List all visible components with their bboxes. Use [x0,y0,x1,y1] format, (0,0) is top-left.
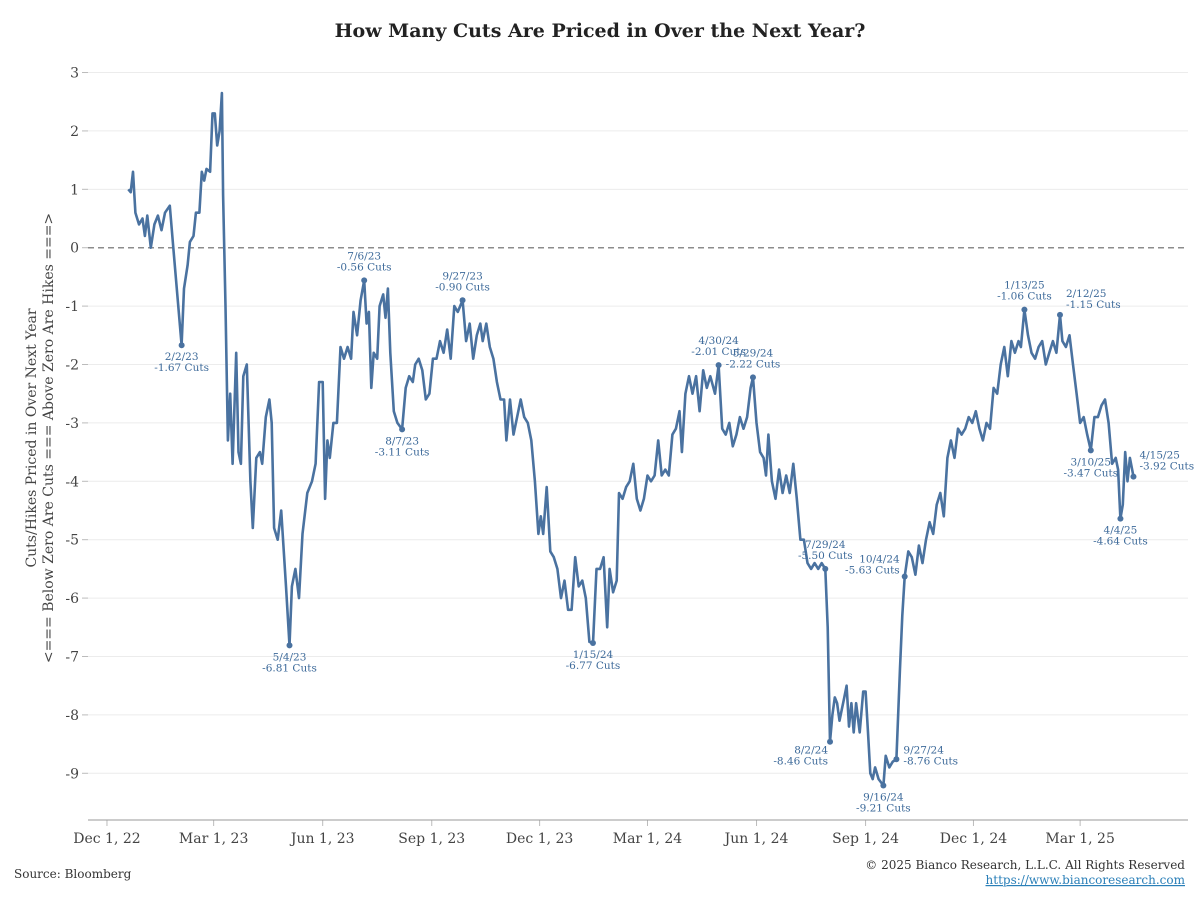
annotation-marker [399,426,406,433]
annotation-value: -1.15 Cuts [1066,299,1121,311]
annotation-value: -6.77 Cuts [566,660,621,672]
annotation-date: 4/4/25 [1104,525,1138,537]
annotation-marker [715,362,722,369]
y-tick-label: -5 [65,533,79,549]
annotation-value: -1.06 Cuts [997,291,1052,303]
copyright-note: © 2025 Bianco Research, L.L.C. All Right… [865,858,1185,872]
annotation-value: -0.56 Cuts [337,261,392,273]
x-tick-label: Dec 1, 22 [73,831,140,847]
x-tick-label: Dec 1, 23 [506,831,573,847]
x-tick-label: Sep 1, 23 [398,831,465,847]
annotation-date: 7/6/23 [347,250,381,262]
annotation-value: -3.92 Cuts [1139,461,1194,473]
annotation-value: -4.64 Cuts [1093,536,1148,548]
y-tick-label: -2 [65,358,79,374]
annotation-date: 8/7/23 [385,435,419,447]
x-axis-ticks: Dec 1, 22 Mar 1, 23 Jun 1, 23 Sep 1, 23 Dec … [73,820,1115,847]
y-tick-label: -9 [65,766,79,782]
y-tick-label: -3 [65,416,79,432]
x-tick-label: Dec 1, 24 [940,831,1008,847]
series-line [127,91,1135,787]
annotation-marker [901,573,908,580]
y-tick-label: 2 [70,124,79,140]
annotation-marker [1056,311,1063,318]
y-axis-ticks: 3 2 1 0 -1 -2 -3 -4 -5 -6 -7 -8 -9 [65,66,88,782]
annotation-marker [827,738,834,745]
annotation-value: -9.21 Cuts [856,803,911,815]
annotation-marker [286,642,293,649]
website-link[interactable]: https://www.biancoresearch.com [986,873,1186,887]
y-tick-label: 3 [70,66,79,82]
annotation-value: -3.47 Cuts [1063,467,1118,479]
annotation-marker [589,640,596,647]
y-axis-label-line1: Cuts/Hikes Priced in Over Next Year [24,308,40,567]
annotation-marker [1021,306,1028,313]
annotation-value: -2.22 Cuts [726,358,781,370]
annotation-value: -3.11 Cuts [375,446,430,458]
x-tick-label: Jun 1, 23 [289,831,355,847]
annotation-value: -0.90 Cuts [435,281,490,293]
annotation-date: 3/10/25 [1071,456,1111,468]
annotation-date: 5/4/23 [273,651,307,663]
annotation-date: 9/16/24 [863,792,904,804]
annotation-marker [880,782,887,789]
annotation-marker [459,297,466,304]
annotation-marker [361,277,368,284]
annotation-date: 8/2/24 [794,745,828,757]
annotation-date: 10/4/24 [859,553,900,565]
y-tick-label: 1 [70,182,79,198]
y-tick-label: -8 [65,708,79,724]
annotation-value: -8.76 Cuts [903,755,958,767]
annotation-marker [893,756,900,763]
annotation-value: -2.01 Cuts [691,346,746,358]
annotation-marker [822,565,829,572]
y-tick-label: -6 [65,591,79,607]
y-tick-label: -7 [65,649,79,665]
annotation-value: -8.46 Cuts [773,756,828,768]
x-tick-label: Mar 1, 24 [613,831,683,847]
annotation-date: 5/29/24 [733,347,774,359]
annotation-date: 7/29/24 [805,539,846,551]
annotation-value: -6.81 Cuts [262,662,317,674]
grid-lines [88,72,1188,774]
x-tick-label: Jun 1, 24 [723,831,789,847]
annotation-date: 4/30/24 [698,335,739,347]
annotation-date: 4/15/25 [1139,450,1179,462]
source-note: Source: Bloomberg [14,867,132,881]
annotation-date: 2/12/25 [1066,288,1106,300]
annotation-marker [749,374,756,381]
annotation-marker [178,342,185,349]
annotation-marker [1087,447,1094,454]
annotation-marker [1117,515,1124,522]
annotation-value: -5.50 Cuts [798,550,853,562]
annotation-value: -5.63 Cuts [845,564,900,576]
annotation-date: 9/27/23 [442,270,482,282]
x-tick-label: Mar 1, 23 [179,831,248,847]
annotation-date: 1/15/24 [573,649,614,661]
annotation-marker [1130,473,1137,480]
x-tick-label: Mar 1, 25 [1045,831,1114,847]
y-tick-label: 0 [70,241,79,257]
annotation-date: 1/13/25 [1004,280,1044,292]
annotation-value: -1.67 Cuts [154,362,209,374]
chart-title: How Many Cuts Are Priced in Over the Nex… [335,20,866,42]
y-axis-label-line2: <=== Below Zero Are Cuts === Above Zero … [41,213,57,663]
annotation-date: 9/27/24 [903,744,944,756]
y-tick-label: -1 [65,299,79,315]
annotation-date: 2/2/23 [165,351,199,363]
y-tick-label: -4 [65,474,79,490]
x-tick-label: Sep 1, 24 [832,831,899,847]
